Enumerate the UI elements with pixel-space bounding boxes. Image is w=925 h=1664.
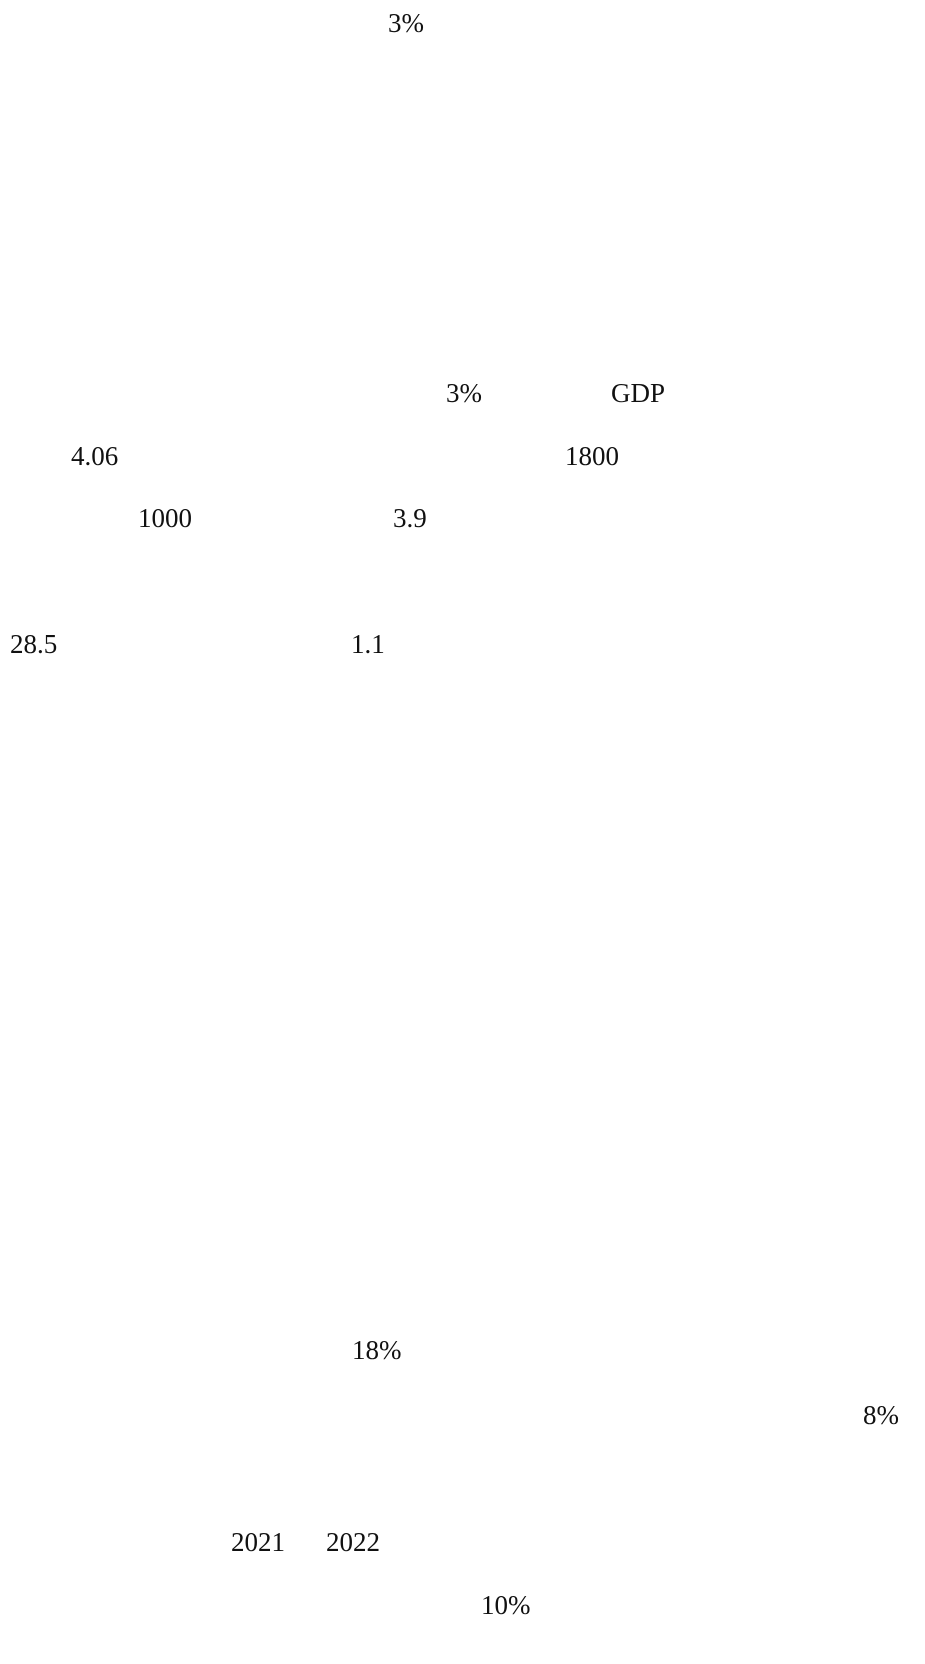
text-number: 3.9 bbox=[393, 503, 427, 533]
text-number: 4.06 bbox=[71, 441, 119, 471]
text-number: 1.1 bbox=[351, 629, 385, 659]
text-number: 28.5 bbox=[10, 629, 58, 659]
text-percentage: 3% bbox=[446, 378, 482, 408]
text-year: 2022 bbox=[326, 1527, 380, 1557]
text-number: 1000 bbox=[138, 503, 192, 533]
heading-percentage: 3% bbox=[388, 8, 424, 38]
text-gdp: GDP bbox=[611, 378, 666, 408]
text-percentage: 18% bbox=[352, 1335, 402, 1365]
text-percentage: 10% bbox=[481, 1590, 531, 1620]
text-year: 2021 bbox=[231, 1527, 285, 1557]
text-percentage: 8% bbox=[863, 1400, 899, 1430]
text-number: 1800 bbox=[565, 441, 619, 471]
